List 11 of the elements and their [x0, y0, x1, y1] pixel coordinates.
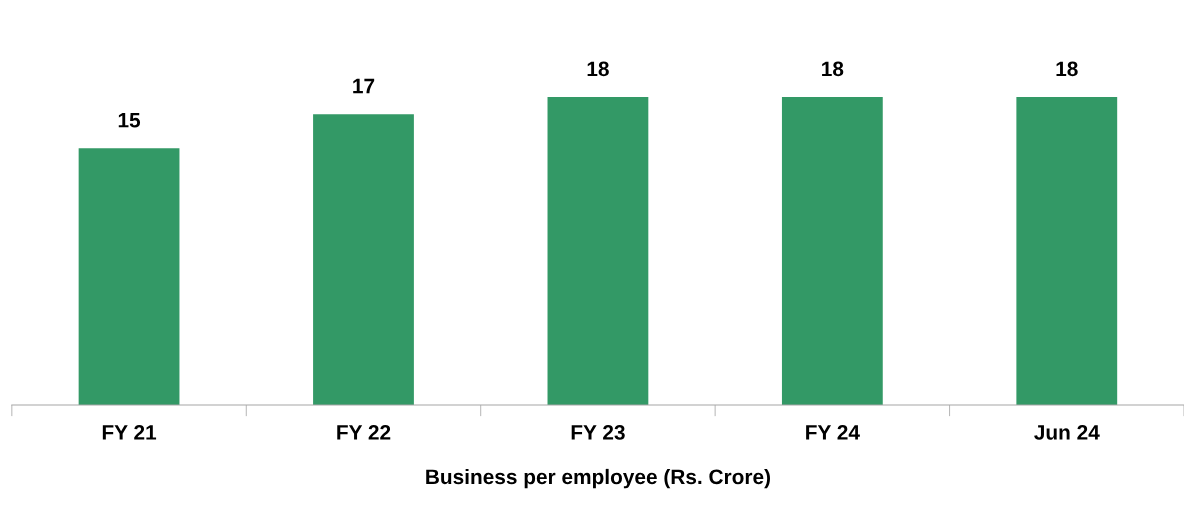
data-label: 17: [353, 78, 375, 94]
x-tick-label: Jun 24: [1034, 425, 1100, 440]
x-tick-label: FY 22: [337, 425, 391, 440]
x-tick-label: FY 21: [102, 425, 157, 440]
data-label: 18: [1056, 61, 1078, 77]
data-label: 18: [822, 61, 844, 77]
data-label: 18: [587, 61, 609, 77]
x-tick-label: FY 23: [571, 425, 625, 440]
x-axis-title: Business per employee (Rs. Crore): [426, 468, 770, 489]
x-tick-label: FY 24: [806, 425, 860, 440]
data-label: 15: [118, 113, 141, 128]
